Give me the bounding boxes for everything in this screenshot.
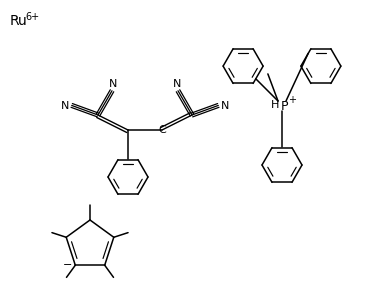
Text: +: +	[288, 95, 296, 105]
Text: N: N	[221, 102, 230, 112]
Text: N: N	[61, 102, 69, 112]
Text: P: P	[280, 99, 288, 112]
Text: −: −	[63, 260, 72, 270]
Text: C: C	[158, 125, 166, 135]
Text: N: N	[173, 79, 181, 89]
Text: H: H	[271, 100, 279, 110]
Text: Ru: Ru	[10, 14, 28, 28]
Text: 6+: 6+	[25, 12, 39, 22]
Text: N: N	[109, 79, 117, 89]
